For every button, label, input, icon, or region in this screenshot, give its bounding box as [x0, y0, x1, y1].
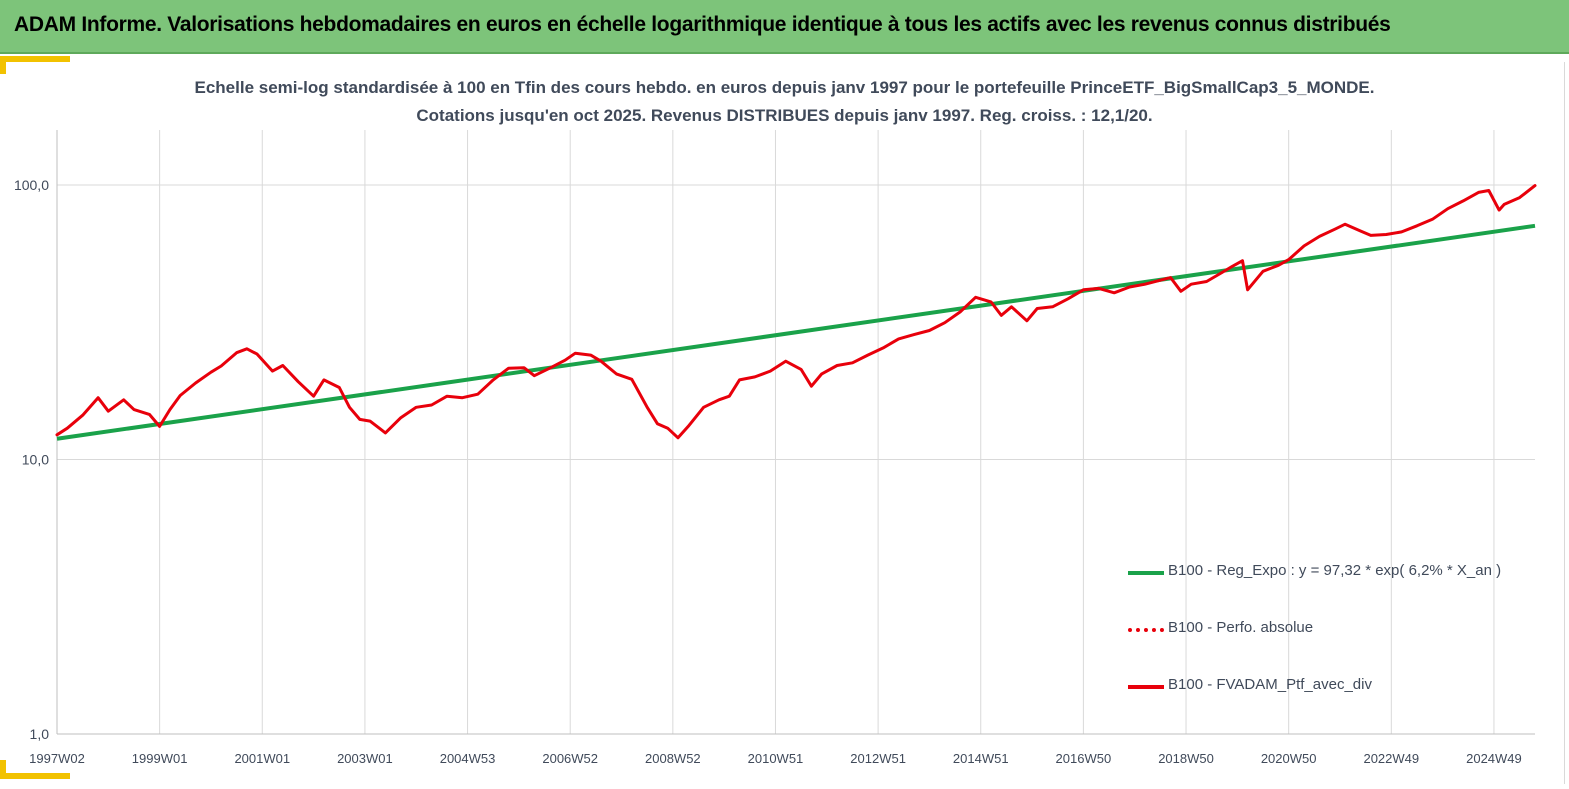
y-tick-label: 10,0	[22, 452, 49, 468]
banner-title: ADAM Informe. Valorisations hebdomadaire…	[14, 13, 1391, 36]
x-tick-label: 2008W52	[645, 751, 701, 766]
y-tick-label: 100,0	[14, 177, 49, 193]
x-tick-label: 2022W49	[1363, 751, 1419, 766]
chart-frame	[6, 62, 1565, 784]
legend-label-portfolio: B100 - FVADAM_Ptf_avec_div	[1168, 676, 1372, 693]
x-tick-label: 1999W01	[132, 751, 188, 766]
x-tick-label: 2001W01	[234, 751, 290, 766]
y-tick-label: 1,0	[30, 726, 50, 742]
x-tick-label: 2024W49	[1466, 751, 1522, 766]
legend-label-perfo: B100 - Perfo. absolue	[1168, 619, 1314, 636]
accent-corner-top	[0, 56, 70, 62]
x-tick-label: 2003W01	[337, 751, 393, 766]
accent-corner-top-left	[0, 56, 6, 74]
chart-title-line2: Cotations jusqu'en oct 2025. Revenus DIS…	[416, 106, 1153, 125]
x-tick-label: 2016W50	[1056, 751, 1112, 766]
x-tick-label: 2018W50	[1158, 751, 1214, 766]
x-tick-label: 2020W50	[1261, 751, 1317, 766]
legend-label-regression: B100 - Reg_Expo : y = 97,32 * exp( 6,2% …	[1168, 562, 1502, 579]
chart-title-line1: Echelle semi-log standardisée à 100 en T…	[194, 78, 1375, 97]
accent-corner-bottom-left	[0, 760, 6, 779]
x-tick-label: 2006W52	[542, 751, 598, 766]
x-tick-label: 2014W51	[953, 751, 1009, 766]
x-tick-label: 2012W51	[850, 751, 906, 766]
x-tick-label: 2004W53	[440, 751, 496, 766]
series-line-regression	[56, 223, 1536, 441]
series-line-portfolio	[55, 184, 1537, 440]
legend-swatch-perfo	[1128, 628, 1164, 632]
banner: ADAM Informe. Valorisations hebdomadaire…	[0, 0, 1569, 54]
x-tick-label: 2010W51	[748, 751, 804, 766]
legend-swatch-portfolio	[1128, 685, 1164, 689]
x-tick-label: 1997W02	[29, 751, 85, 766]
accent-corner-bottom	[0, 773, 70, 779]
legend-swatch-regression	[1128, 571, 1164, 575]
